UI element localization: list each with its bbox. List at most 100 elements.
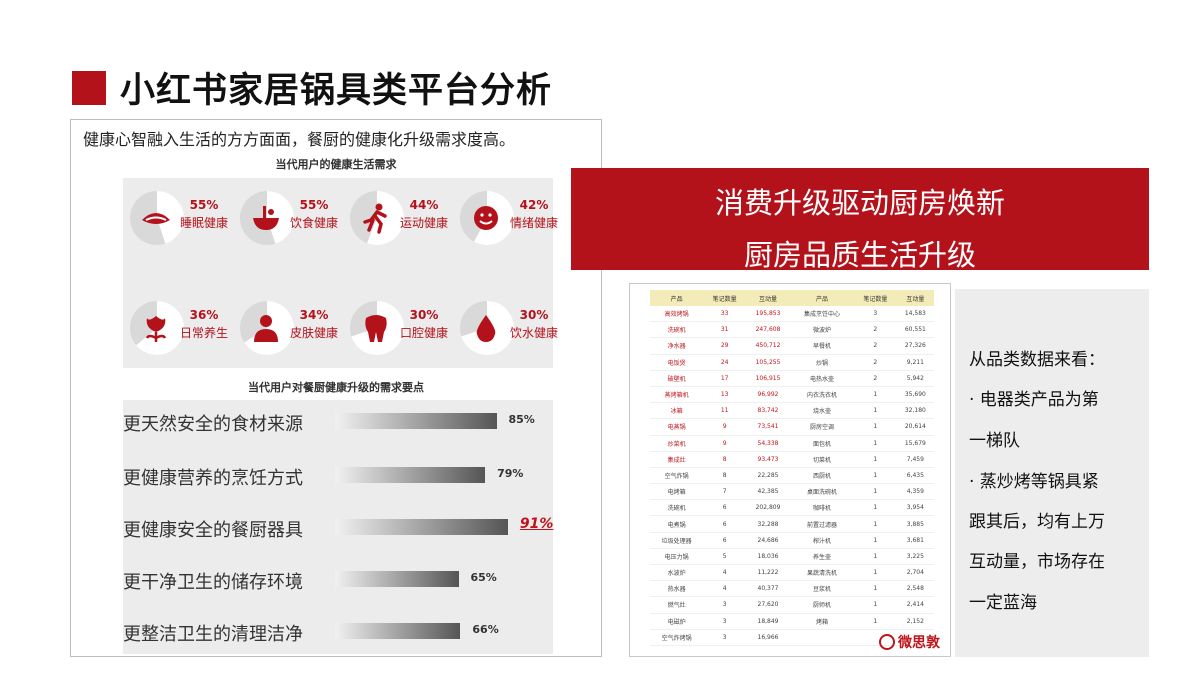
table-cell: 2,704 <box>896 564 934 582</box>
bar-row: 更健康营养的烹饪方式 79% <box>123 458 553 492</box>
table-cell: 1 <box>854 564 897 582</box>
bar <box>335 571 459 587</box>
table-cell: 54,338 <box>745 435 791 452</box>
table-cell: 西厨机 <box>790 467 854 485</box>
table-row: 垃圾处理器 6 24,686 榨汁机 1 3,681 <box>650 532 934 549</box>
table-cell: 燃气灶 <box>650 596 704 614</box>
insight-note: 从品类数据来看： · 电器类产品为第 一梯队 · 蒸炒烤等锅具紧 跟其后，均有上万 互动量… <box>955 289 1149 657</box>
pie-category-label: 口腔健康 <box>399 326 448 340</box>
table-cell: 电压力锅 <box>650 548 704 566</box>
table-cell: 42,385 <box>745 483 791 501</box>
drop-icon <box>476 315 496 342</box>
bowl-icon <box>253 206 279 230</box>
table-cell: 水波炉 <box>650 564 704 582</box>
bar <box>335 623 461 639</box>
table-cell: 炒锅 <box>790 354 854 371</box>
pie-value-label: 30% <box>519 308 549 322</box>
table-cell: 1 <box>854 435 897 452</box>
bar-chart: 更天然安全的食材来源 85% 更健康营养的烹饪方式 79% 更健康安全的餐厨器具 91% 更… <box>123 400 553 654</box>
table-cell: 1 <box>854 418 897 436</box>
bar-value-label: 91% <box>519 516 554 532</box>
table-cell: 31 <box>703 321 746 339</box>
table-row: 集成灶 8 93,473 切菜机 1 7,459 <box>650 451 934 468</box>
table-cell: 24,686 <box>745 532 791 549</box>
bar-category-label: 更健康安全的餐厨器具 <box>123 520 303 541</box>
bar-row: 更健康安全的餐厨器具 91% <box>123 510 553 544</box>
bar <box>335 519 508 535</box>
table-cell: 5 <box>703 548 746 566</box>
table-cell: 11,222 <box>745 564 791 582</box>
table-cell: 96,992 <box>745 386 791 404</box>
pie-slice <box>367 191 404 245</box>
pie-category-label: 饮水健康 <box>509 326 558 340</box>
pie-grid: 55% 睡眠健康 55% 饮食健康 44% 运动健康 42% 情绪健康 36% 日常养生 34% 皮肤… <box>123 178 558 368</box>
table-cell: 7,459 <box>896 451 934 468</box>
table-cell: 3,954 <box>896 499 934 517</box>
pie-category-label: 日常养生 <box>179 326 228 340</box>
table-cell: 烤箱 <box>790 613 854 630</box>
bar-row: 更天然安全的食材来源 85% <box>123 404 553 438</box>
table-cell: 电蒸锅 <box>650 418 704 436</box>
pie-slice <box>267 191 294 244</box>
pie-value-label: 34% <box>299 308 329 322</box>
table-cell: 微波炉 <box>790 321 854 339</box>
table-cell: 厨师机 <box>790 596 854 614</box>
table-cell: 破壁机 <box>650 370 704 387</box>
table-row: 高效烤锅 33 195,853 集成烹饪中心 3 14,583 <box>650 306 934 323</box>
title-marker <box>72 70 106 105</box>
bar-category-label: 更健康营养的烹饪方式 <box>123 468 303 489</box>
table-cell: 83,742 <box>745 402 791 420</box>
table-cell: 1 <box>854 499 897 517</box>
table-cell: 2 <box>854 321 897 339</box>
bar-category-label: 更整洁卫生的清理洁净 <box>123 624 303 645</box>
table-cell: 高效烤锅 <box>650 306 704 323</box>
table-cell: 蒸烤箱机 <box>650 386 704 404</box>
table-row: 电烤箱 7 42,385 桌面洗碗机 1 4,359 <box>650 483 934 501</box>
table-header-cell: 笔记数量 <box>703 290 746 306</box>
bar-category-label: 更干净卫生的储存环境 <box>123 572 303 593</box>
health-needs-panel: 健康心智融入生活的方方面面，餐厨的健康化升级需求度高。 当代用户的健康生活需求 … <box>70 119 602 657</box>
table-cell: 3,225 <box>896 548 934 566</box>
table-cell: 32,288 <box>745 515 791 533</box>
table-cell: 247,608 <box>745 321 791 339</box>
smile-icon <box>474 206 498 230</box>
table-cell: 35,690 <box>896 386 934 404</box>
banner-line2: 厨房品质生活升级 <box>743 238 976 272</box>
table-cell: 2,414 <box>896 596 934 614</box>
bar-row: 更整洁卫生的清理洁净 66% <box>123 614 553 648</box>
table-header: 产品 笔记数量 互动量 产品 笔记数量 互动量 <box>650 290 934 306</box>
table-cell: 3 <box>854 306 897 323</box>
pie-category-label: 情绪健康 <box>509 216 558 230</box>
category-table: 产品 笔记数量 互动量 产品 笔记数量 互动量 高效烤锅 33 195,853 集成烹饪中心 3 1… <box>650 290 934 646</box>
section1-title: 当代用户的健康生活需求 <box>275 158 397 171</box>
table-cell: 1 <box>854 613 897 630</box>
flower-icon <box>145 316 167 342</box>
table-cell: 集成灶 <box>650 451 704 468</box>
table-row: 炒菜机 9 54,338 面包机 1 15,679 <box>650 435 934 452</box>
table-cell: 3,885 <box>896 515 934 533</box>
table-cell: 24 <box>703 354 746 371</box>
table-cell: 8 <box>703 467 746 485</box>
table-cell: 6,435 <box>896 467 934 485</box>
pie-value-label: 30% <box>409 308 439 322</box>
table-row: 破壁机 17 106,915 电热水壶 2 5,942 <box>650 370 934 387</box>
table-cell: 集成烹饪中心 <box>790 306 854 323</box>
table-cell: 6 <box>703 515 746 533</box>
banner: 消费升级驱动厨房焕新 厨房品质生活升级 <box>571 168 1149 272</box>
table-cell: 6 <box>703 532 746 549</box>
table-cell: 2 <box>854 370 897 387</box>
mouth-icon <box>142 213 170 224</box>
table-cell: 14,583 <box>896 306 934 323</box>
table-row: 洗碗机 6 202,809 咖啡机 1 3,954 <box>650 499 934 517</box>
pie-item: 44% 运动健康 <box>349 190 459 250</box>
table-cell: 9 <box>703 418 746 436</box>
pie-value-label: 36% <box>189 308 219 322</box>
panel-subhead: 健康心智融入生活的方方面面，餐厨的健康化升级需求度高。 <box>83 130 516 149</box>
table-cell: 1 <box>854 548 897 566</box>
table-row: 电压力锅 5 18,036 养生壶 1 3,225 <box>650 548 934 566</box>
table-cell: 16,966 <box>745 629 791 646</box>
pie-item: 30% 口腔健康 <box>349 300 459 360</box>
table-cell: 1 <box>854 596 897 614</box>
note-line: · 蒸炒烤等锅具紧 <box>969 472 1099 492</box>
pie-value-label: 44% <box>409 198 439 212</box>
